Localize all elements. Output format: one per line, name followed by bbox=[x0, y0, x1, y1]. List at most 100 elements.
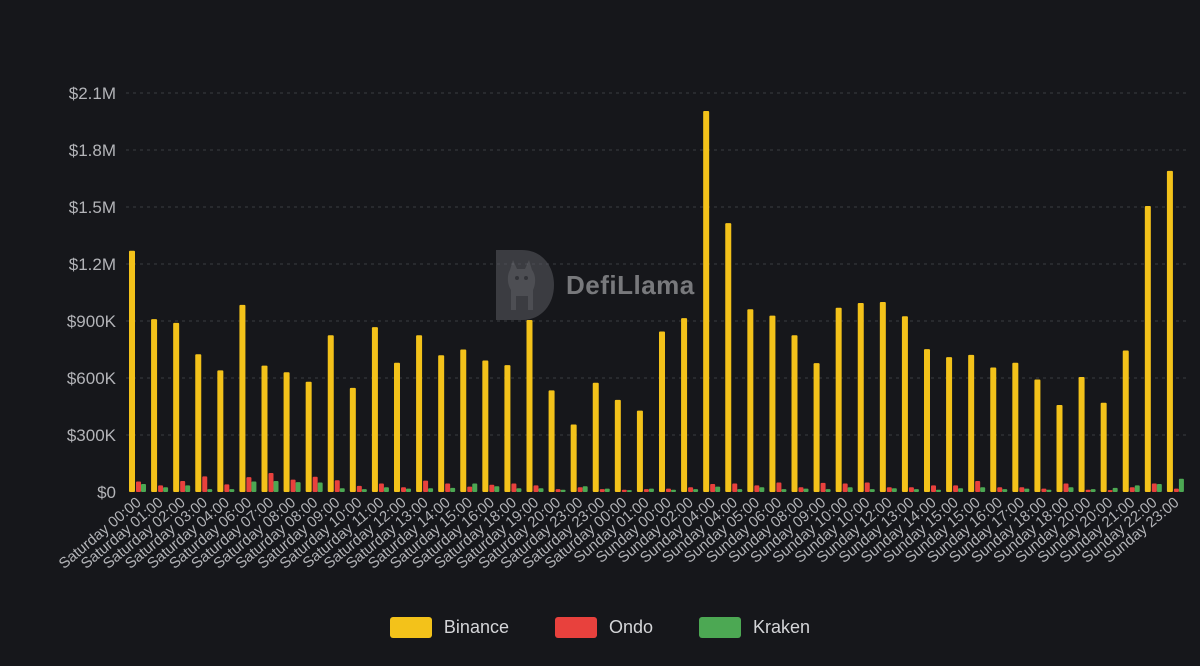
bar-kraken[interactable] bbox=[163, 487, 169, 492]
bar-binance[interactable] bbox=[217, 370, 224, 492]
bar-kraken[interactable] bbox=[1134, 485, 1140, 492]
bar-binance[interactable] bbox=[1100, 402, 1107, 492]
bar-ondo[interactable] bbox=[312, 476, 318, 492]
bar-ondo[interactable] bbox=[268, 473, 274, 492]
bar-kraken[interactable] bbox=[560, 489, 566, 492]
bar-binance[interactable] bbox=[195, 354, 202, 492]
bar-kraken[interactable] bbox=[450, 487, 456, 492]
bar-kraken[interactable] bbox=[361, 489, 367, 492]
bar-ondo[interactable] bbox=[798, 487, 804, 492]
bar-kraken[interactable] bbox=[1002, 489, 1008, 492]
bar-kraken[interactable] bbox=[185, 485, 191, 492]
bar-kraken[interactable] bbox=[869, 489, 875, 492]
bar-ondo[interactable] bbox=[776, 482, 782, 493]
bar-kraken[interactable] bbox=[671, 489, 676, 492]
bar-ondo[interactable] bbox=[489, 484, 495, 492]
bar-binance[interactable] bbox=[129, 250, 135, 492]
bar-kraken[interactable] bbox=[1156, 484, 1162, 492]
bar-binance[interactable] bbox=[1078, 377, 1085, 492]
bar-ondo[interactable] bbox=[533, 485, 539, 492]
bar-binance[interactable] bbox=[990, 367, 997, 492]
bar-kraken[interactable] bbox=[494, 486, 500, 492]
bar-ondo[interactable] bbox=[820, 482, 826, 492]
bar-binance[interactable] bbox=[924, 349, 930, 492]
bar-binance[interactable] bbox=[394, 362, 400, 492]
bar-ondo[interactable] bbox=[666, 488, 671, 492]
bar-binance[interactable] bbox=[349, 387, 356, 492]
bar-ondo[interactable] bbox=[202, 476, 208, 492]
bar-binance[interactable] bbox=[438, 355, 445, 492]
bar-binance[interactable] bbox=[460, 349, 467, 493]
bar-kraken[interactable] bbox=[295, 482, 301, 492]
bar-ondo[interactable] bbox=[1107, 490, 1113, 492]
bar-ondo[interactable] bbox=[599, 489, 605, 492]
bar-kraken[interactable] bbox=[781, 489, 787, 492]
bar-ondo[interactable] bbox=[975, 480, 981, 492]
bar-kraken[interactable] bbox=[936, 489, 941, 492]
bar-ondo[interactable] bbox=[423, 480, 429, 492]
bar-ondo[interactable] bbox=[401, 487, 406, 492]
bar-ondo[interactable] bbox=[1019, 487, 1025, 492]
bar-ondo[interactable] bbox=[577, 487, 583, 492]
bar-kraken[interactable] bbox=[604, 488, 610, 492]
bar-kraken[interactable] bbox=[1178, 478, 1184, 492]
bar-kraken[interactable] bbox=[1068, 487, 1074, 492]
bar-binance[interactable] bbox=[636, 410, 643, 492]
bar-binance[interactable] bbox=[548, 390, 555, 492]
bar-ondo[interactable] bbox=[931, 485, 936, 492]
bar-ondo[interactable] bbox=[643, 489, 649, 492]
bar-kraken[interactable] bbox=[693, 489, 699, 492]
bar-binance[interactable] bbox=[570, 424, 577, 492]
bar-kraken[interactable] bbox=[1090, 489, 1096, 492]
bar-binance[interactable] bbox=[416, 335, 423, 492]
bar-ondo[interactable] bbox=[334, 480, 340, 492]
bar-binance[interactable] bbox=[747, 309, 754, 492]
bar-ondo[interactable] bbox=[710, 484, 716, 492]
bar-kraken[interactable] bbox=[958, 488, 964, 492]
bar-ondo[interactable] bbox=[445, 483, 451, 492]
bar-ondo[interactable] bbox=[1151, 483, 1157, 492]
bar-binance[interactable] bbox=[1012, 362, 1019, 492]
bar-kraken[interactable] bbox=[1024, 488, 1030, 492]
bar-kraken[interactable] bbox=[229, 489, 235, 492]
bar-ondo[interactable] bbox=[224, 484, 230, 492]
bar-ondo[interactable] bbox=[1063, 483, 1069, 492]
bar-kraken[interactable] bbox=[715, 486, 721, 492]
bar-kraken[interactable] bbox=[538, 488, 544, 492]
bar-kraken[interactable] bbox=[825, 489, 831, 492]
bar-binance[interactable] bbox=[813, 363, 820, 492]
bar-kraken[interactable] bbox=[383, 487, 389, 492]
bar-ondo[interactable] bbox=[997, 487, 1003, 492]
bar-binance[interactable] bbox=[614, 399, 621, 492]
bar-ondo[interactable] bbox=[290, 479, 296, 492]
bar-ondo[interactable] bbox=[886, 487, 892, 492]
bar-ondo[interactable] bbox=[1041, 488, 1047, 492]
bar-ondo[interactable] bbox=[754, 485, 760, 492]
bar-ondo[interactable] bbox=[1129, 487, 1135, 492]
bar-kraken[interactable] bbox=[1046, 489, 1052, 492]
legend-item-ondo[interactable]: Ondo bbox=[554, 617, 653, 638]
bar-kraken[interactable] bbox=[648, 488, 654, 492]
bar-binance[interactable] bbox=[879, 302, 886, 492]
bar-ondo[interactable] bbox=[864, 482, 870, 493]
bar-ondo[interactable] bbox=[1173, 488, 1179, 492]
bar-ondo[interactable] bbox=[842, 483, 848, 492]
bar-binance[interactable] bbox=[327, 335, 334, 492]
bar-kraken[interactable] bbox=[803, 488, 809, 492]
bar-kraken[interactable] bbox=[516, 488, 522, 492]
bar-kraken[interactable] bbox=[273, 480, 279, 492]
bar-binance[interactable] bbox=[173, 322, 180, 492]
bar-ondo[interactable] bbox=[621, 489, 627, 492]
bar-ondo[interactable] bbox=[180, 480, 186, 492]
bar-binance[interactable] bbox=[968, 354, 975, 492]
bar-binance[interactable] bbox=[239, 304, 246, 492]
bar-kraken[interactable] bbox=[913, 489, 919, 492]
bar-ondo[interactable] bbox=[908, 487, 914, 492]
bar-ondo[interactable] bbox=[136, 481, 141, 492]
bar-binance[interactable] bbox=[592, 382, 599, 492]
bar-kraken[interactable] bbox=[406, 488, 411, 492]
legend-item-binance[interactable]: Binance bbox=[389, 617, 509, 638]
bar-kraken[interactable] bbox=[737, 489, 743, 492]
bar-kraken[interactable] bbox=[582, 486, 588, 492]
bar-binance[interactable] bbox=[946, 357, 953, 492]
